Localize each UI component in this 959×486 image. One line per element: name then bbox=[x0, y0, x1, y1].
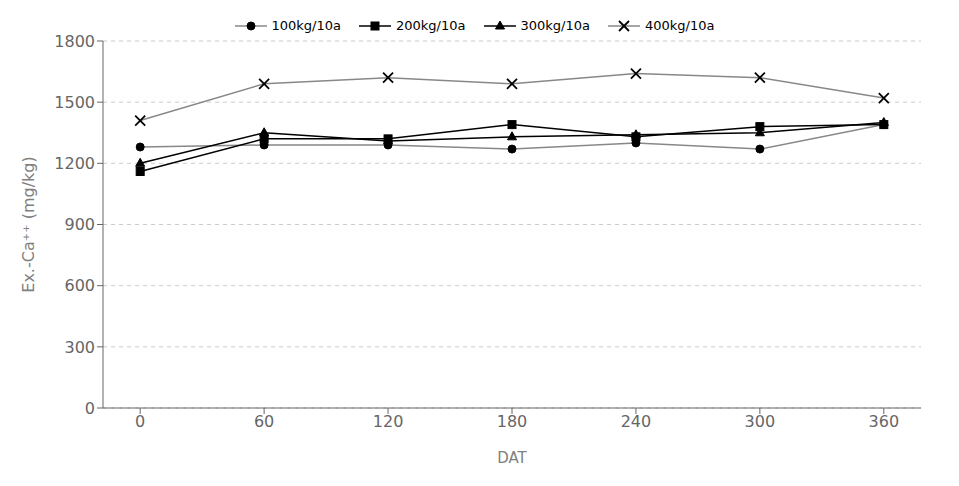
svg-text:0: 0 bbox=[85, 399, 95, 418]
html-text:200kg/10a: 200kg/10a bbox=[396, 18, 466, 33]
svg-text:180: 180 bbox=[497, 412, 528, 431]
html-text:300kg/10a: 300kg/10a bbox=[520, 18, 590, 33]
svg-text:0: 0 bbox=[135, 412, 145, 431]
svg-text:DAT: DAT bbox=[497, 449, 527, 467]
html-text:100kg/10a: 100kg/10a bbox=[271, 18, 341, 33]
svg-text:120: 120 bbox=[373, 412, 404, 431]
svg-text:60: 60 bbox=[254, 412, 274, 431]
html-text:400kg/10a: 400kg/10a bbox=[645, 18, 715, 33]
svg-text:360: 360 bbox=[869, 412, 900, 431]
svg-text:300: 300 bbox=[64, 338, 95, 357]
svg-text:900: 900 bbox=[64, 215, 95, 234]
svg-text:300: 300 bbox=[745, 412, 776, 431]
svg-text:Ex.-Ca⁺⁺ (mg/kg): Ex.-Ca⁺⁺ (mg/kg) bbox=[19, 156, 38, 292]
svg-text:1200: 1200 bbox=[54, 154, 95, 173]
svg-text:600: 600 bbox=[64, 276, 95, 295]
svg-text:1500: 1500 bbox=[54, 93, 95, 112]
svg-text:240: 240 bbox=[621, 412, 652, 431]
svg-text:1800: 1800 bbox=[54, 32, 95, 51]
